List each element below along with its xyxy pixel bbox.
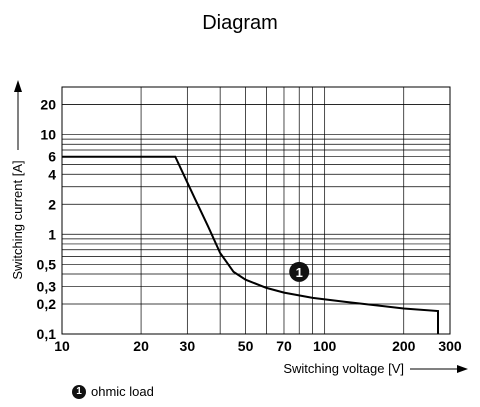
y-axis-label: Switching current [A] [10,160,25,279]
legend-marker: 1 [72,384,86,399]
y-tick-label: 1 [48,226,56,242]
y-tick-label: 0,2 [37,296,57,312]
plot-frame [61,86,451,335]
y-tick-label: 4 [48,166,56,182]
x-axis-label: Switching voltage [V] [283,361,404,376]
y-tick-label: 10 [40,127,56,143]
x-tick-label: 30 [180,338,196,354]
y-tick-label: 6 [48,149,56,165]
chart-title: Diagram [202,12,278,34]
x-tick-label: 20 [133,338,149,354]
x-axis-arrowhead [457,365,468,373]
y-tick-label: 0,5 [37,256,57,272]
x-tick-label: 200 [392,338,416,354]
series-line-ohmic-load [62,155,439,334]
y-tick-label: 0,3 [37,278,57,294]
x-tick-label: 50 [238,338,254,354]
y-tick-labels: 0,1 0,2 0,3 0,5 1 2 46 10 20 [37,97,57,342]
annotation-marker [289,261,310,282]
x-tick-label: 70 [276,338,292,354]
legend-text: ohmic load [91,384,154,399]
x-tick-label: 100 [313,338,337,354]
y-axis-arrowhead [14,80,22,92]
x-tick-label: 300 [438,338,462,354]
legend: 1 ohmic load [72,384,154,399]
annotations: 1 [289,261,310,282]
x-tick-labels: 10 20 30 50 70 100 200 300 [54,338,462,354]
y-tick-label: 20 [40,97,56,113]
grid-lines [61,86,451,335]
y-tick-label: 2 [48,196,56,212]
x-tick-label: 10 [54,338,70,354]
y-tick-label: 0,1 [37,326,57,342]
annotation-label: 1 [296,265,303,280]
